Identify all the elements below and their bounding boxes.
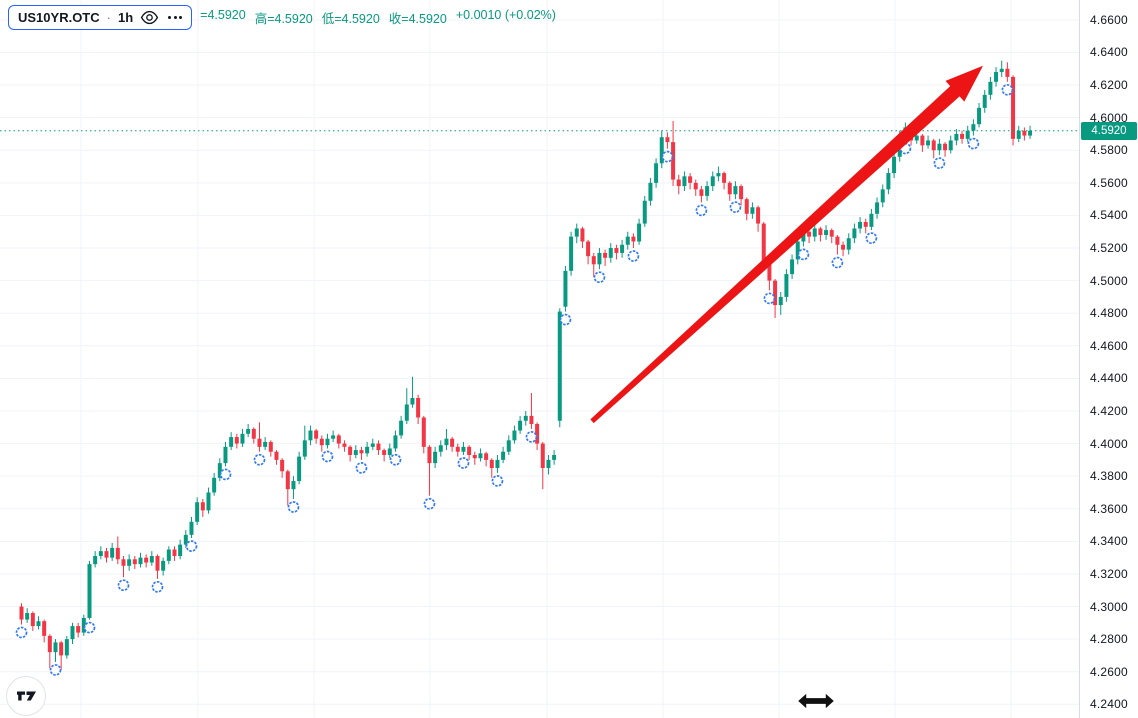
interval-label[interactable]: 1h [117, 10, 134, 25]
last-price-badge: 4.5920 [1081, 121, 1137, 140]
price-tick-label: 4.5600 [1090, 175, 1128, 190]
price-axis[interactable]: 4.5920 4.6600 4.6400 4.6200 4.6000 4.5800 4.5… [1079, 0, 1138, 718]
price-tick-label: 4.3000 [1090, 599, 1128, 614]
price-tick-label: 4.4600 [1090, 338, 1128, 353]
price-tick-label: 4.4800 [1090, 306, 1128, 321]
ohlc-item: 收=4.5920 [388, 12, 447, 26]
ohlc-item: =4.5920 [200, 8, 246, 22]
ohlc-item: 高=4.5920 [254, 12, 313, 26]
gridlines [0, 0, 1080, 718]
trend-arrow-annotation[interactable] [590, 65, 983, 424]
ohlc-item: 低=4.5920 [321, 12, 380, 26]
price-tick-label: 4.6000 [1090, 110, 1128, 125]
symbol-legend: US10YR.OTC · 1h =4.5920 高=4.5920 低=4.5920 收… [8, 5, 556, 30]
symbol-pill[interactable]: US10YR.OTC · 1h [8, 5, 193, 30]
price-tick-label: 4.3800 [1090, 469, 1128, 484]
change-value: +0.0010 (+0.02%) [455, 8, 556, 22]
candles [19, 60, 1033, 671]
price-tick-label: 4.3200 [1090, 566, 1128, 581]
price-tick-label: 4.2400 [1090, 697, 1128, 712]
price-tick-label: 4.2800 [1090, 632, 1128, 647]
separator-dot: · [106, 10, 111, 25]
price-tick-label: 4.6200 [1090, 78, 1128, 93]
price-tick-label: 4.6600 [1090, 12, 1128, 27]
price-tick-label: 4.4400 [1090, 371, 1128, 386]
price-tick-label: 4.3600 [1090, 501, 1128, 516]
price-tick-label: 4.5800 [1090, 143, 1128, 158]
more-dots-icon[interactable] [166, 16, 183, 19]
symbol-name[interactable]: US10YR.OTC [18, 10, 100, 25]
ohlc-readout: =4.5920 高=4.5920 低=4.5920 收=4.5920 +0.0010 (… [200, 8, 556, 27]
price-tick-label: 4.3400 [1090, 534, 1128, 549]
price-tick-label: 4.6400 [1090, 45, 1128, 60]
price-tick-label: 4.4000 [1090, 436, 1128, 451]
candlestick-chart[interactable] [0, 0, 1080, 718]
signal-circle-markers [15, 83, 1014, 676]
price-tick-label: 4.5200 [1090, 241, 1128, 256]
price-tick-label: 4.5000 [1090, 273, 1128, 288]
price-tick-label: 4.4200 [1090, 403, 1128, 418]
resize-cursor-icon [795, 690, 837, 712]
price-tick-label: 4.2600 [1090, 664, 1128, 679]
eye-icon[interactable] [140, 8, 159, 27]
price-tick-label: 4.5400 [1090, 208, 1128, 223]
tradingview-logo[interactable] [6, 676, 46, 716]
